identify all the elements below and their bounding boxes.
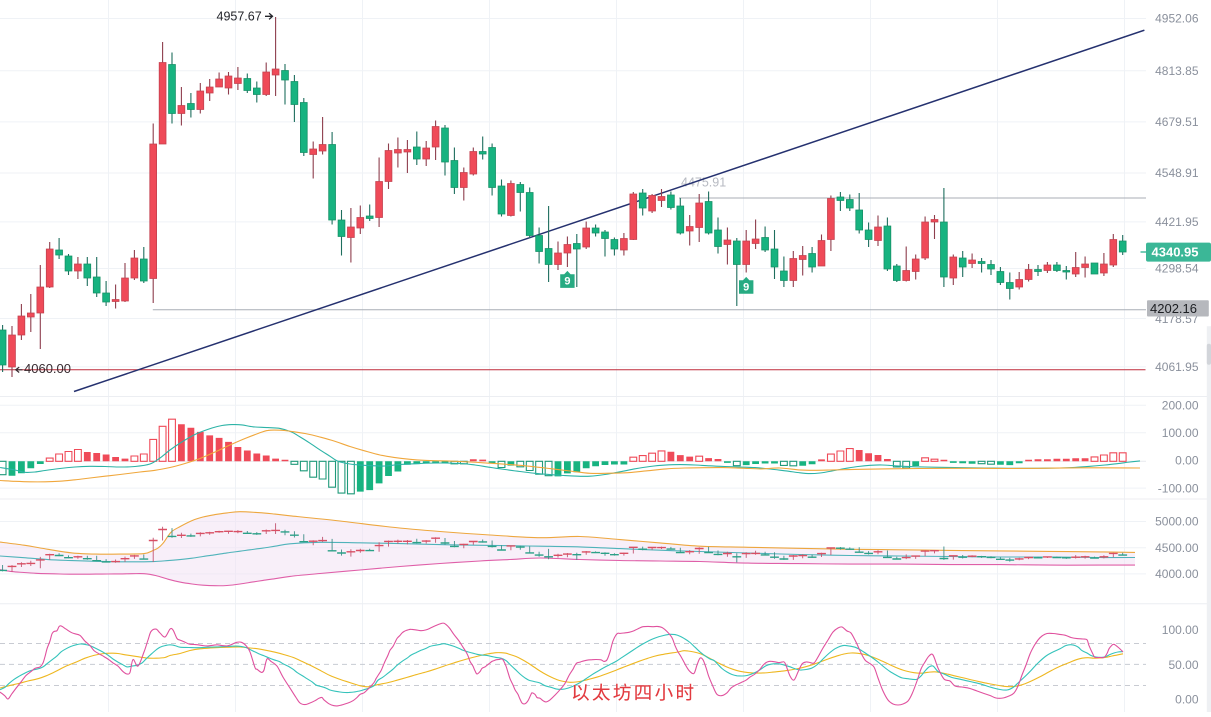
svg-text:200.00: 200.00 <box>1162 398 1199 412</box>
svg-text:4813.85: 4813.85 <box>1155 64 1199 78</box>
svg-text:100.00: 100.00 <box>1162 426 1199 440</box>
svg-text:-100.00: -100.00 <box>1158 481 1199 495</box>
svg-text:4957.67: 4957.67 <box>217 10 262 24</box>
svg-text:4202.16: 4202.16 <box>1150 301 1197 316</box>
svg-text:4679.51: 4679.51 <box>1155 115 1199 129</box>
svg-text:4421.95: 4421.95 <box>1155 215 1199 229</box>
svg-text:4060.00: 4060.00 <box>24 361 71 376</box>
svg-text:0.00: 0.00 <box>1175 692 1199 706</box>
svg-text:5000.00: 5000.00 <box>1155 515 1199 529</box>
svg-text:4548.91: 4548.91 <box>1155 166 1199 180</box>
svg-text:4061.95: 4061.95 <box>1155 360 1199 374</box>
svg-text:9: 9 <box>743 282 749 294</box>
svg-text:50.00: 50.00 <box>1168 658 1198 672</box>
svg-text:4475.91: 4475.91 <box>681 176 726 190</box>
svg-text:4952.06: 4952.06 <box>1155 12 1199 26</box>
svg-text:0.00: 0.00 <box>1175 454 1199 468</box>
svg-text:4340.95: 4340.95 <box>1152 245 1199 260</box>
svg-text:9: 9 <box>564 276 570 288</box>
svg-text:100.00: 100.00 <box>1162 623 1199 637</box>
svg-text:4000.00: 4000.00 <box>1155 567 1199 581</box>
svg-text:4500.00: 4500.00 <box>1155 541 1199 555</box>
svg-text:4298.54: 4298.54 <box>1155 262 1199 276</box>
